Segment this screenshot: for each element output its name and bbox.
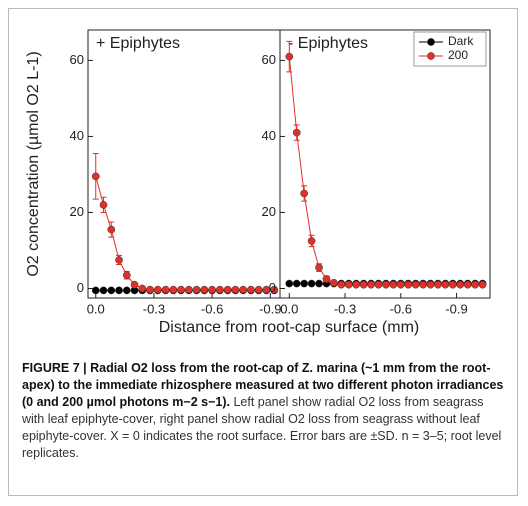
y-tick-label: 40 [262,128,276,143]
data-point [247,285,255,294]
y-tick-label: 20 [262,204,276,219]
data-point [307,237,316,245]
data-point [184,285,193,294]
caption-bold: FIGURE 7 | Radial O2 loss from the root-… [22,361,504,409]
series-line [95,176,275,291]
data-point [153,285,162,294]
x-tick-label: -0.3 [143,301,165,316]
x-tick-label: -0.6 [201,301,223,316]
data-point [315,279,323,288]
data-point [419,280,427,289]
data-point [254,285,263,294]
data-point [200,285,209,294]
data-point [216,285,224,294]
y-tick-label: 20 [70,204,84,219]
data-point [426,280,435,289]
data-point [315,263,323,272]
data-point [396,280,405,289]
data-point [223,285,232,294]
x-tick-label: -0.3 [334,301,356,316]
figure-frame [8,8,518,496]
data-point [122,286,131,295]
data-point [161,285,170,294]
data-point [322,275,331,283]
x-tick-label: -0.6 [390,301,412,316]
chart: O2 concentration (µmol O2 L-1) Distance … [25,29,491,336]
data-point [115,286,123,295]
data-point [441,280,450,289]
y-tick-label: 0 [269,280,276,295]
y-axis-label: O2 concentration (µmol O2 L-1) [25,51,42,276]
data-point [107,225,116,234]
x-axis-label: Distance from root-cap surface (mm) [159,319,420,336]
data-point [300,279,309,288]
x-tick-label: 0.0 [87,301,105,316]
x-tick-label: -0.9 [259,301,281,316]
plot-frame [279,29,491,299]
data-point [337,280,346,289]
data-point [169,285,178,294]
data-point [91,172,100,181]
data-point [99,201,108,209]
data-point [344,280,353,289]
data-point [107,286,116,295]
data-point [367,280,375,289]
data-point [231,285,240,294]
data-point [285,279,294,288]
legend-label: 200 [448,48,468,62]
data-point [285,52,294,61]
data-point [411,280,420,289]
data-point [478,280,487,289]
data-point [404,280,413,289]
data-point [434,280,442,289]
data-point [177,285,185,294]
y-tick-label: 0 [77,280,84,295]
caption-text: Left panel show radial O2 loss from seag… [22,395,502,460]
data-point [300,189,309,198]
data-point [192,285,201,294]
data-point [463,280,472,289]
data-point [146,285,154,294]
y-tick-label: 60 [262,52,276,67]
data-point [115,256,123,264]
y-tick-label: 60 [70,52,84,67]
caption: FIGURE 7 | Radial O2 loss from the root-… [22,360,506,462]
x-tick-label: 0.0 [280,301,298,316]
data-point [292,128,301,137]
legend-marker [427,38,435,46]
data-point [239,285,248,294]
data-point [130,280,139,289]
legend-box [413,31,487,67]
panel-title: - Epiphytes [288,35,368,52]
data-point [448,280,457,289]
data-point [208,285,216,294]
data-point [382,280,390,289]
data-point [456,280,465,289]
data-point [122,271,131,280]
panel-title: + Epiphytes [96,35,180,52]
legend-marker [427,52,435,60]
data-point [471,280,479,289]
data-point [307,279,316,288]
data-point [91,286,100,295]
data-point [138,284,147,293]
data-point [374,280,383,289]
data-point [330,278,338,287]
data-point [270,285,279,294]
series-line [288,56,483,286]
data-point [359,280,368,289]
x-tick-label: -0.9 [445,301,467,316]
data-point [292,279,301,288]
data-point [352,280,361,289]
data-point [262,285,271,294]
data-point [389,280,398,289]
data-point [99,286,108,295]
y-tick-label: 40 [70,128,84,143]
legend-label: Dark [448,34,474,48]
